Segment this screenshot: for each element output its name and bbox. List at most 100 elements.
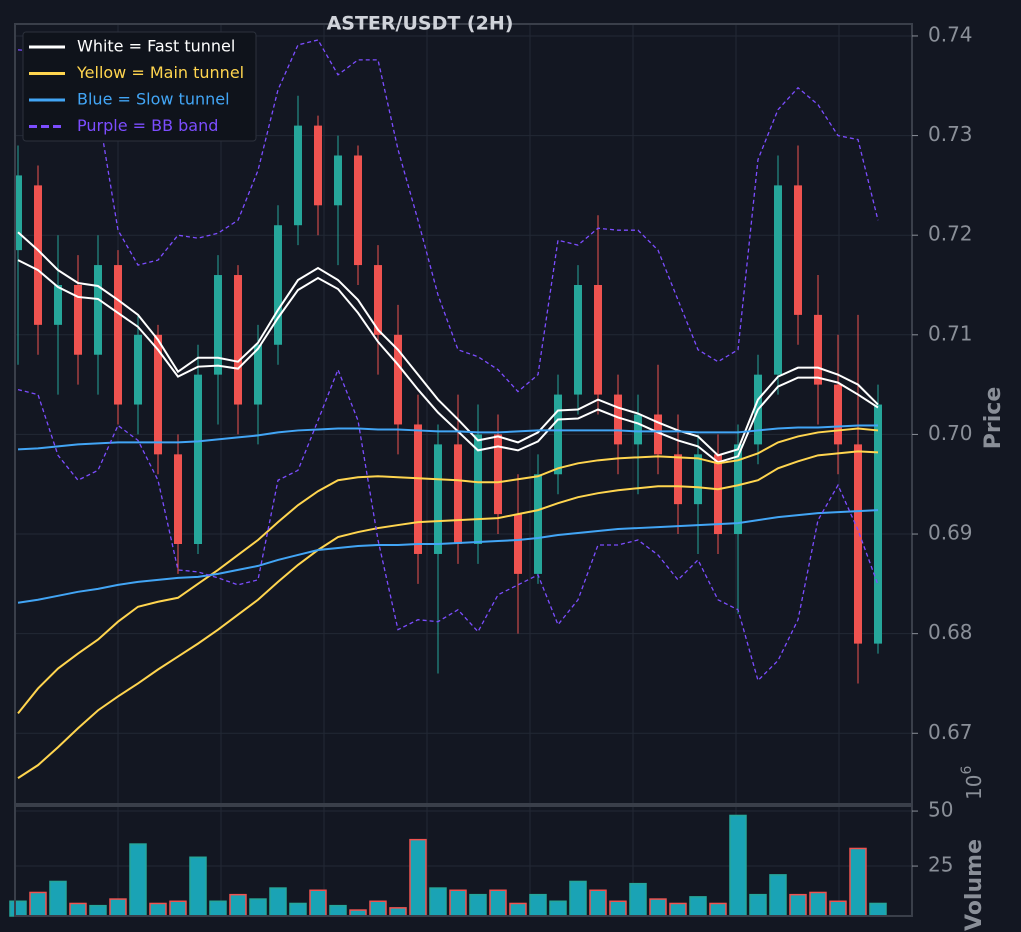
candle-body bbox=[474, 434, 482, 544]
overlay-line bbox=[17, 231, 879, 457]
volume-bar bbox=[709, 902, 727, 917]
volume-bar bbox=[9, 900, 27, 917]
candle-body bbox=[134, 334, 142, 405]
volume-bar bbox=[369, 900, 387, 917]
candle-body bbox=[674, 454, 682, 505]
volume-bar bbox=[409, 838, 427, 917]
volume-bar bbox=[309, 889, 327, 917]
volume-bar bbox=[29, 891, 47, 917]
volume-bar bbox=[429, 887, 447, 917]
volume-bar bbox=[589, 889, 607, 917]
candle-body bbox=[774, 185, 782, 375]
offset-exponent: 6 bbox=[959, 766, 975, 775]
y-axis-label: Price bbox=[981, 387, 1006, 449]
candle-body bbox=[514, 514, 522, 574]
legend-label: White = Fast tunnel bbox=[77, 37, 235, 56]
overlay-line bbox=[17, 259, 879, 464]
candle-body bbox=[214, 275, 222, 375]
volume-axis-label: Volume bbox=[962, 839, 987, 931]
candle-body bbox=[794, 185, 802, 315]
candle-body bbox=[434, 444, 442, 554]
candle-body bbox=[14, 175, 22, 251]
volume-bar bbox=[629, 882, 647, 917]
volume-bar bbox=[549, 900, 567, 917]
candle-body bbox=[594, 284, 602, 395]
volume-bar bbox=[529, 893, 547, 917]
y-tick-label: 0.68 bbox=[928, 620, 973, 644]
volume-bar bbox=[669, 902, 687, 917]
volume-bar bbox=[229, 893, 247, 917]
candle-body bbox=[194, 374, 202, 544]
candle-body bbox=[74, 284, 82, 355]
legend-label: Yellow = Main tunnel bbox=[76, 63, 244, 82]
volume-bar bbox=[469, 893, 487, 917]
candle-body bbox=[54, 284, 62, 325]
volume-bar bbox=[849, 847, 867, 917]
volume-bar bbox=[869, 902, 887, 917]
candle-body bbox=[874, 404, 882, 644]
volume-bar bbox=[769, 874, 787, 917]
candle-body bbox=[654, 414, 662, 455]
volume-bar bbox=[149, 902, 167, 917]
volume-bar bbox=[809, 891, 827, 917]
candle-body bbox=[634, 414, 642, 445]
volume-bar bbox=[389, 907, 407, 917]
candle-body bbox=[574, 284, 582, 395]
volume-bar bbox=[689, 896, 707, 917]
candle-body bbox=[114, 265, 122, 405]
candle-body bbox=[314, 125, 322, 206]
volume-bar bbox=[49, 880, 67, 917]
candle-body bbox=[374, 265, 382, 335]
volume-bar bbox=[69, 902, 87, 917]
offset-text: 106 bbox=[959, 766, 986, 800]
candle-body bbox=[454, 444, 462, 544]
candle-body bbox=[274, 225, 282, 345]
volume-bar bbox=[289, 902, 307, 917]
legend-label: Blue = Slow tunnel bbox=[77, 90, 230, 109]
y-tick-label: 0.70 bbox=[928, 421, 973, 445]
candle-body bbox=[714, 454, 722, 535]
overlay-line bbox=[17, 450, 879, 779]
y-tick-label: 0.71 bbox=[928, 321, 973, 345]
overlay-line bbox=[17, 39, 879, 393]
volume-bar bbox=[89, 904, 107, 917]
overlay-line bbox=[17, 427, 879, 714]
candle-body bbox=[414, 424, 422, 554]
y-tick-label: 0.72 bbox=[928, 222, 973, 246]
candle-body bbox=[294, 125, 302, 226]
overlay-line bbox=[17, 509, 879, 604]
volume-bar bbox=[789, 893, 807, 917]
offset-base: 10 bbox=[962, 775, 986, 800]
volume-bar bbox=[189, 856, 207, 917]
volume-bar bbox=[329, 904, 347, 917]
volume-bar bbox=[109, 898, 127, 917]
candle-body bbox=[834, 384, 842, 445]
y-tick-label: 0.67 bbox=[928, 720, 973, 744]
volume-bar bbox=[829, 900, 847, 917]
volume-bar bbox=[609, 900, 627, 917]
volume-bar bbox=[209, 900, 227, 917]
candle-body bbox=[694, 454, 702, 505]
candle-body bbox=[154, 334, 162, 455]
price-frame bbox=[14, 23, 913, 805]
plot-layer bbox=[9, 24, 912, 917]
overlay-line bbox=[17, 424, 878, 451]
candle-body bbox=[334, 155, 342, 206]
volume-frame bbox=[14, 805, 913, 917]
volume-bar bbox=[509, 902, 527, 917]
candle-body bbox=[94, 265, 102, 355]
volume-bar bbox=[269, 887, 287, 917]
candle-body bbox=[494, 434, 502, 515]
candle-body bbox=[254, 344, 262, 405]
chart-title: ASTER/USDT (2H) bbox=[327, 13, 514, 35]
y-tick-label: 25 bbox=[928, 853, 953, 877]
candle-body bbox=[34, 185, 42, 325]
y-tick-label: 0.73 bbox=[928, 122, 973, 146]
y-tick-label: 0.69 bbox=[928, 521, 973, 545]
candle-body bbox=[734, 444, 742, 535]
candle-body bbox=[174, 454, 182, 544]
volume-bar bbox=[649, 898, 667, 917]
